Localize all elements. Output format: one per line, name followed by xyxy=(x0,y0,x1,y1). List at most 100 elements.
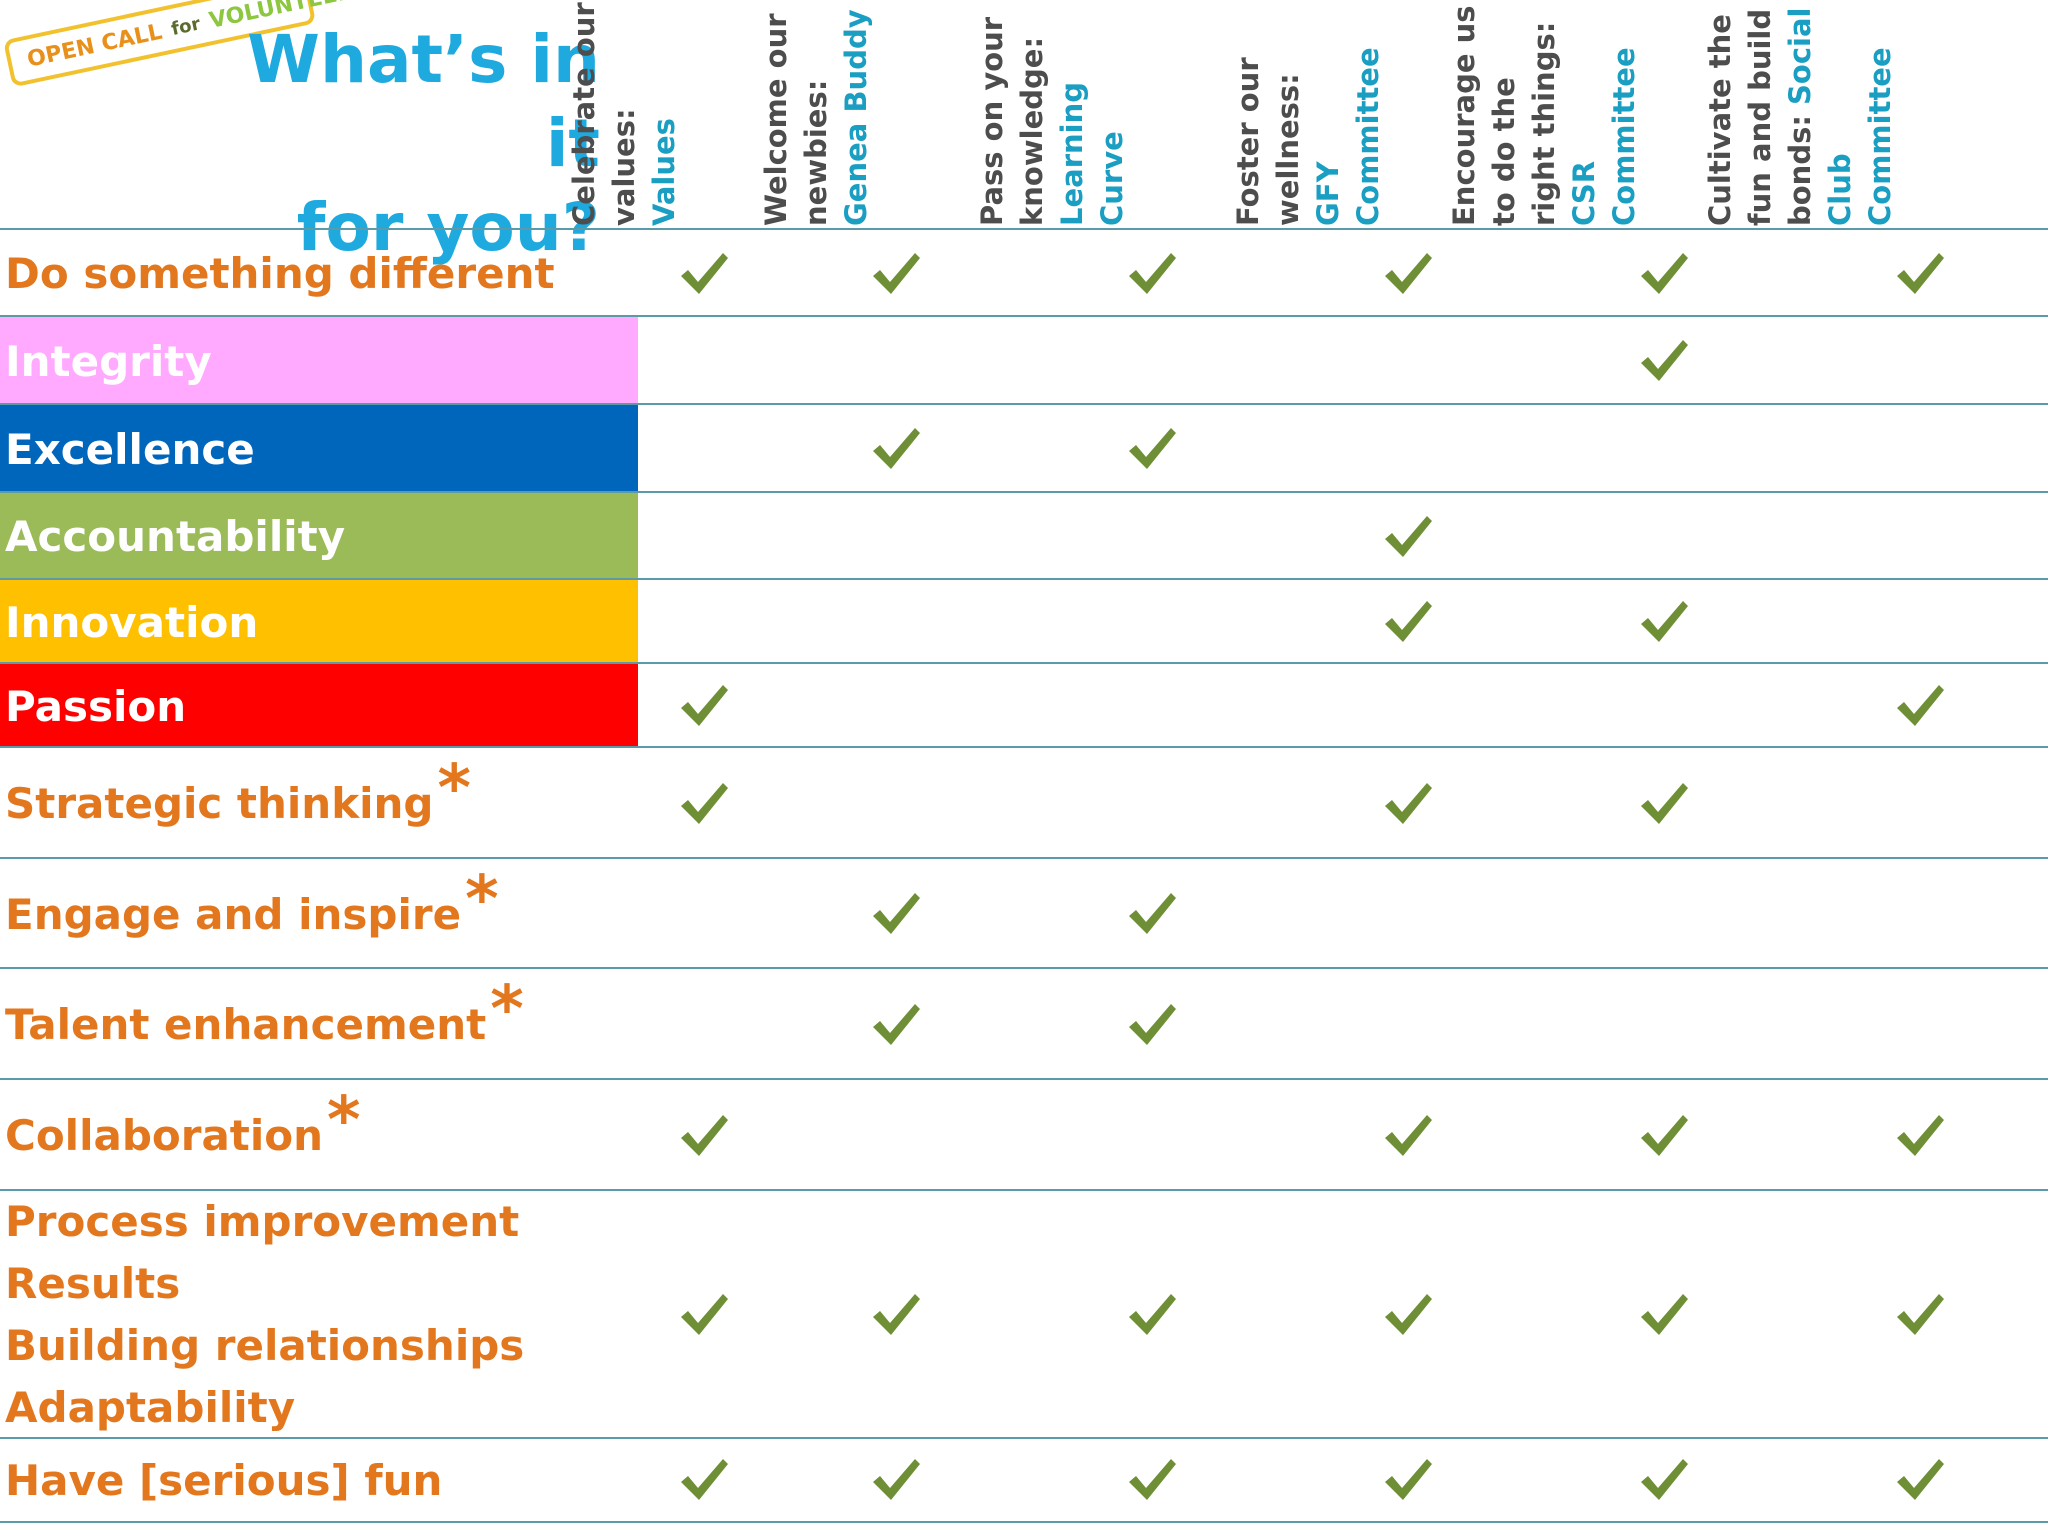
row-label-text: Innovation xyxy=(5,597,259,647)
matrix-cell xyxy=(1624,230,1704,317)
matrix-cell xyxy=(664,405,744,493)
matrix-cell xyxy=(1112,664,1192,748)
row-label-text: Strategic thinking* xyxy=(5,752,471,828)
matrix-cell xyxy=(1880,317,1960,405)
check-icon xyxy=(681,1459,728,1500)
page-title-line-1: What’s in it xyxy=(247,21,600,182)
matrix-cell xyxy=(664,493,744,580)
matrix-cell xyxy=(664,580,744,664)
check-icon xyxy=(1641,252,1688,294)
matrix-cell xyxy=(1368,1439,1448,1521)
check-icon xyxy=(1641,1294,1688,1335)
check-icon xyxy=(1897,1459,1944,1500)
check-icon xyxy=(1385,252,1432,294)
matrix-cell xyxy=(1880,230,1960,317)
column-header-6: Cultivate the fun and build bonds: Socia… xyxy=(1703,0,2035,230)
check-icon xyxy=(681,1114,728,1156)
row-label-text: Have [serious] fun xyxy=(5,1455,443,1505)
matrix-cell xyxy=(1624,405,1704,493)
matrix-cell xyxy=(1112,859,1192,969)
matrix-cell xyxy=(1880,580,1960,664)
matrix-cell xyxy=(1368,405,1448,493)
row-label-text: Do something different xyxy=(5,249,555,298)
table-row: Engage and inspire* xyxy=(0,857,2048,969)
matrix-cell xyxy=(1880,405,1960,493)
check-icon xyxy=(1385,601,1432,642)
matrix-cell xyxy=(1624,969,1704,1080)
row-label-text: Collaboration* xyxy=(5,1084,361,1160)
row-label-text: Results xyxy=(5,1259,181,1308)
matrix-cell xyxy=(1624,1439,1704,1521)
matrix-cell xyxy=(1368,493,1448,580)
row-label-text: Accountability xyxy=(5,512,346,561)
matrix-cell xyxy=(664,230,744,317)
row-label: Collaboration* xyxy=(0,1080,360,1191)
matrix-cell xyxy=(1624,664,1704,748)
table-row: Integrity xyxy=(0,315,2048,405)
row-label: Have [serious] fun xyxy=(0,1439,442,1521)
matrix-cell xyxy=(1880,859,1960,969)
table-row: Innovation xyxy=(0,578,2048,664)
row-label-text: Excellence xyxy=(5,424,255,474)
matrix-cell xyxy=(1368,969,1448,1080)
check-icon xyxy=(1641,1114,1688,1156)
row-label-text: Integrity xyxy=(5,336,212,386)
matrix-cell xyxy=(1112,748,1192,859)
row-label: Excellence xyxy=(0,405,638,493)
column-header-text: Celebrate our values: xyxy=(567,2,641,226)
table-row: Talent enhancement* xyxy=(0,967,2048,1080)
row-label-text: Passion xyxy=(5,681,187,731)
check-icon xyxy=(1385,515,1432,557)
check-icon xyxy=(1641,1459,1688,1500)
matrix-cell xyxy=(1624,859,1704,969)
column-header-text: Foster our wellness: xyxy=(1231,57,1305,226)
column-header-text: Encourage us to do the right things: xyxy=(1447,5,1561,226)
matrix-cell xyxy=(1880,969,1960,1080)
column-header-highlight: Learning Curve xyxy=(1055,81,1129,226)
row-label-text: Engage and inspire* xyxy=(5,862,499,939)
matrix-cell xyxy=(856,405,936,493)
check-icon xyxy=(681,1294,728,1335)
column-header-highlight: GFY Committee xyxy=(1311,47,1385,226)
column-header-highlight: Values xyxy=(647,118,681,226)
matrix-cell xyxy=(1112,580,1192,664)
check-icon xyxy=(873,252,920,294)
matrix-cell xyxy=(1112,317,1192,405)
row-label: Process improvement Results Building relat… xyxy=(0,1191,524,1439)
row-label-text: Adaptability xyxy=(5,1383,296,1432)
matrix-cell xyxy=(856,1191,936,1439)
check-icon xyxy=(1129,428,1176,469)
matrix-cell xyxy=(664,664,744,748)
matrix-cell xyxy=(856,969,936,1080)
matrix-cell xyxy=(664,859,744,969)
matrix-cell xyxy=(1112,1191,1192,1439)
matrix-cell xyxy=(1624,1191,1704,1439)
matrix-cell xyxy=(856,664,936,748)
matrix-cell xyxy=(856,580,936,664)
check-icon xyxy=(1129,252,1176,294)
row-label: Engage and inspire* xyxy=(0,859,499,969)
matrix-cell xyxy=(1880,493,1960,580)
table-row: Passion xyxy=(0,662,2048,748)
matrix-cell xyxy=(1112,493,1192,580)
check-icon xyxy=(1385,1459,1432,1500)
column-header-highlight: Genea Buddy xyxy=(839,9,873,226)
matrix-cell xyxy=(1880,1080,1960,1191)
row-label: Innovation xyxy=(0,580,638,664)
check-icon xyxy=(1641,782,1688,824)
matrix-cell xyxy=(664,1191,744,1439)
check-icon xyxy=(1897,1294,1944,1335)
matrix-cell xyxy=(1368,1080,1448,1191)
check-icon xyxy=(1129,1294,1176,1335)
check-icon xyxy=(1897,1114,1944,1156)
row-label: Integrity xyxy=(0,317,638,405)
table-row: Excellence xyxy=(0,403,2048,493)
row-label: Do something different xyxy=(0,230,555,317)
matrix-cell xyxy=(664,1080,744,1191)
matrix-cell xyxy=(856,493,936,580)
matrix-cell xyxy=(664,317,744,405)
matrix-cell xyxy=(1368,230,1448,317)
table-row: Process improvement Results Building relat… xyxy=(0,1189,2048,1439)
matrix-cell xyxy=(856,1080,936,1191)
matrix-cell xyxy=(856,1439,936,1521)
